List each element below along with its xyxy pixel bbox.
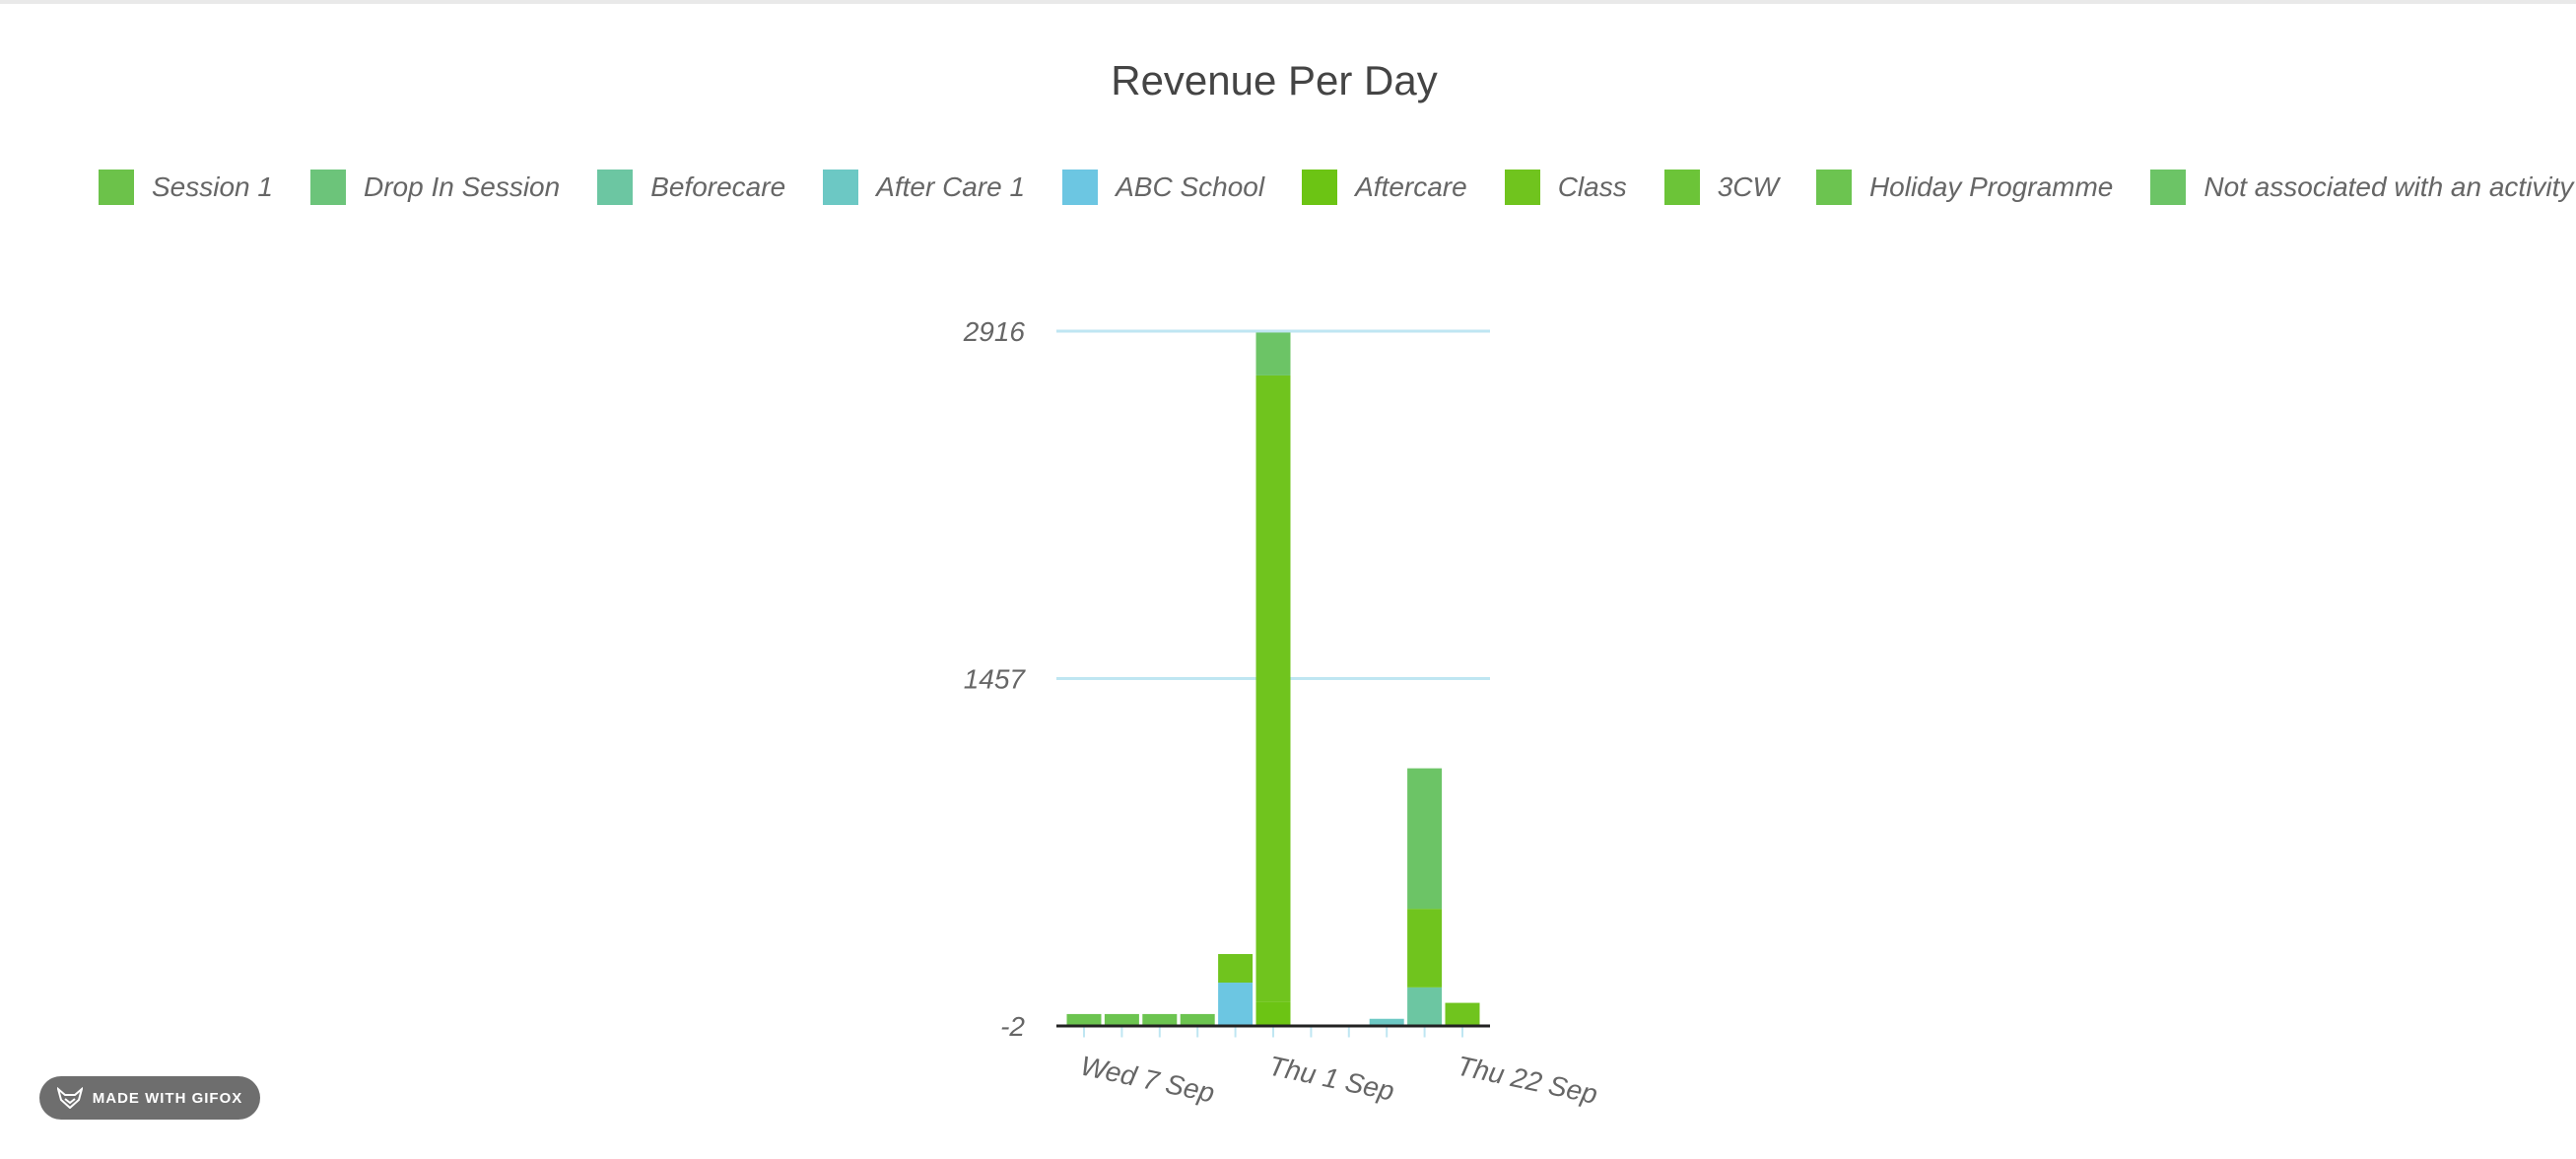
legend-swatch: [823, 170, 859, 205]
legend-swatch: [309, 170, 346, 205]
bar-segment-class: [1445, 1002, 1480, 1026]
legend-swatch: [1302, 170, 1338, 205]
top-divider: [0, 0, 2576, 4]
legend-item-3cw[interactable]: 3CW: [1663, 170, 1779, 205]
legend-label: Holiday Programme: [1868, 171, 2114, 202]
bar-segment-abc-school: [1218, 983, 1254, 1026]
chart-legend: Session 1 Drop In Session Beforecare After …: [99, 168, 2576, 207]
legend-swatch: [1504, 170, 1540, 205]
x-tick-label: Wed 7 Sep: [1078, 1051, 1217, 1109]
legend-swatch: [1062, 170, 1099, 205]
y-tick-label: -2: [1000, 1011, 1025, 1042]
legend-label: Beforecare: [650, 171, 786, 202]
legend-label: Class: [1557, 171, 1627, 202]
legend-swatch: [2150, 170, 2187, 205]
legend-label: ABC School: [1116, 171, 1265, 202]
legend-item-class[interactable]: Class: [1504, 170, 1627, 205]
bar-segment-class: [1218, 954, 1254, 984]
legend-item-aftercare[interactable]: Aftercare: [1302, 170, 1467, 205]
bar-segment-after-care-1: [1369, 1018, 1404, 1026]
legend-label: After Care 1: [876, 171, 1026, 202]
legend-item-after-care-1[interactable]: After Care 1: [823, 170, 1025, 205]
legend-label: Not associated with an activity: [2203, 171, 2574, 202]
bar-segment-not-associated-with-an-activity: [1255, 332, 1291, 375]
gifox-badge[interactable]: MADE WITH GIFOX: [39, 1076, 260, 1120]
legend-item-drop-in-session[interactable]: Drop In Session: [309, 170, 561, 205]
bar-segment-holiday-programme: [1180, 1013, 1215, 1026]
chart-title: Revenue Per Day: [1111, 57, 1438, 103]
bar-segment-beforecare: [1407, 987, 1443, 1026]
legend-swatch: [597, 170, 634, 205]
fox-icon: [56, 1087, 83, 1109]
bar-segment-holiday-programme: [1066, 1013, 1102, 1026]
bar-segment-class: [1407, 909, 1443, 988]
legend-label: Drop In Session: [363, 171, 561, 202]
bar-segment-not-associated-with-an-activity: [1407, 768, 1443, 910]
legend-label: 3CW: [1717, 171, 1779, 202]
y-tick-label: 2916: [963, 316, 1026, 347]
bar-segment-holiday-programme: [1104, 1013, 1139, 1026]
bar-segment-holiday-programme: [1142, 1013, 1178, 1026]
legend-item-session-1[interactable]: Session 1: [99, 170, 273, 205]
legend-item-holiday-programme[interactable]: Holiday Programme: [1815, 170, 2114, 205]
legend-label: Session 1: [152, 171, 273, 202]
legend-label: Aftercare: [1355, 171, 1467, 202]
legend-swatch: [99, 170, 134, 205]
legend-swatch: [1663, 170, 1700, 205]
legend-swatch: [1815, 170, 1852, 205]
legend-item-not-associated-with-an-activity[interactable]: Not associated with an activity: [2150, 170, 2573, 205]
x-tick-label: Thu 1 Sep: [1266, 1051, 1397, 1107]
legend-item-abc-school[interactable]: ABC School: [1062, 170, 1264, 205]
bar-segment-aftercare: [1255, 1001, 1291, 1026]
x-tick-label: Thu 22 Sep: [1455, 1051, 1600, 1110]
legend-item-beforecare[interactable]: Beforecare: [597, 170, 785, 205]
gifox-badge-label: MADE WITH GIFOX: [92, 1089, 243, 1107]
bar-segment-class: [1255, 375, 1291, 1002]
y-tick-label: 1457: [964, 664, 1027, 695]
